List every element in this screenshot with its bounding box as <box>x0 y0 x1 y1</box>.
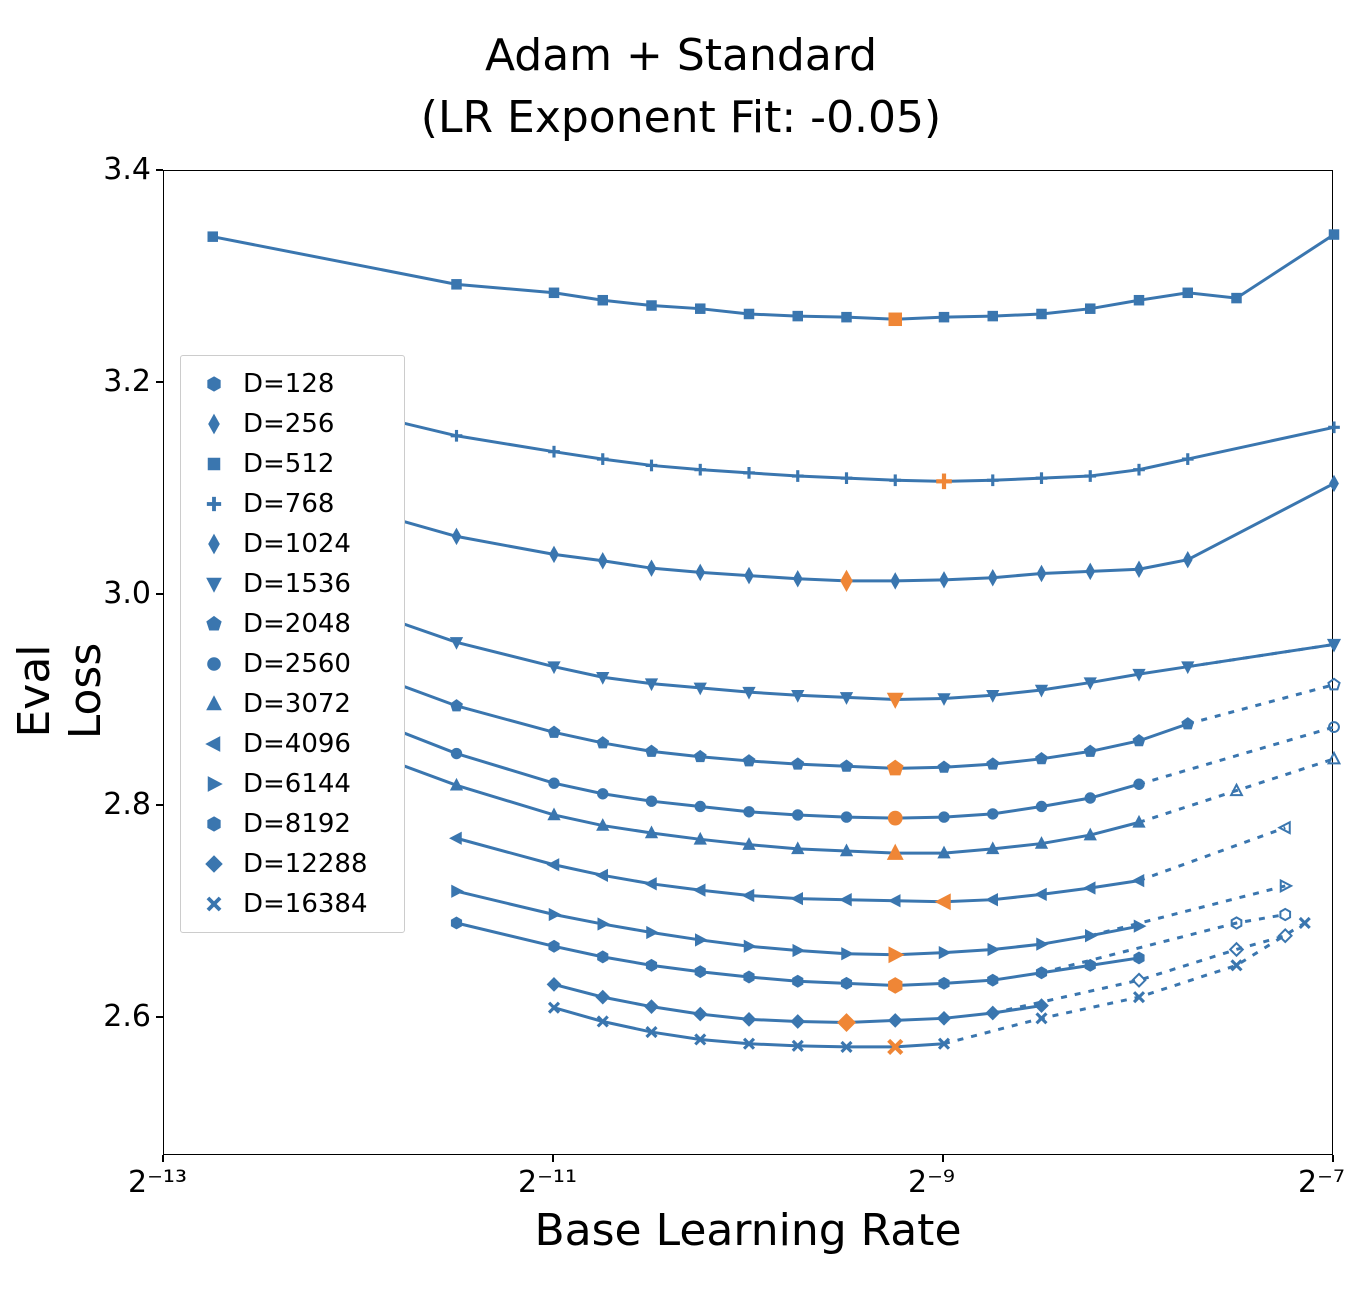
legend: D=128 D=256 D=512 D=768 D=1024 D=1536 D=2048 D=… <box>180 355 405 933</box>
y-tick-label: 2.6 <box>103 999 151 1034</box>
legend-item: D=1024 <box>191 524 390 564</box>
legend-item: D=6144 <box>191 764 390 804</box>
legend-marker-icon <box>191 570 237 598</box>
legend-label: D=8192 <box>237 809 351 839</box>
x-tick-label: 2⁻¹³ <box>128 1165 187 1200</box>
legend-item: D=12288 <box>191 844 390 884</box>
legend-label: D=16384 <box>237 889 368 919</box>
legend-item: D=768 <box>191 484 390 524</box>
legend-item: D=2560 <box>191 644 390 684</box>
y-tick-label: 2.8 <box>103 787 151 822</box>
y-tick <box>156 593 163 595</box>
x-tick <box>1332 1155 1334 1162</box>
legend-marker-icon <box>191 850 237 878</box>
legend-marker-icon <box>191 450 237 478</box>
x-tick-label: 2⁻¹¹ <box>518 1165 577 1200</box>
y-tick <box>156 1016 163 1018</box>
x-tick <box>552 1155 554 1162</box>
legend-marker-icon <box>191 530 237 558</box>
legend-item: D=1536 <box>191 564 390 604</box>
y-tick <box>156 169 163 171</box>
legend-label: D=12288 <box>237 849 368 879</box>
y-tick-label: 3.0 <box>103 576 151 611</box>
legend-marker-icon <box>191 810 237 838</box>
y-tick-label: 3.4 <box>103 152 151 187</box>
legend-label: D=128 <box>237 369 334 399</box>
y-tick <box>156 804 163 806</box>
legend-label: D=6144 <box>237 769 351 799</box>
x-tick-label: 2⁻⁷ <box>1298 1165 1345 1200</box>
y-tick <box>156 381 163 383</box>
y-axis-label: Eval Loss <box>9 591 111 791</box>
legend-item: D=2048 <box>191 604 390 644</box>
legend-marker-icon <box>191 770 237 798</box>
legend-item: D=128 <box>191 364 390 404</box>
x-tick <box>942 1155 944 1162</box>
legend-marker-icon <box>191 370 237 398</box>
legend-marker-icon <box>191 490 237 518</box>
legend-marker-icon <box>191 690 237 718</box>
legend-marker-icon <box>191 650 237 678</box>
legend-label: D=2560 <box>237 649 351 679</box>
legend-item: D=512 <box>191 444 390 484</box>
x-tick-label: 2⁻⁹ <box>908 1165 955 1200</box>
legend-label: D=768 <box>237 489 334 519</box>
y-tick-label: 3.2 <box>103 364 151 399</box>
legend-marker-icon <box>191 610 237 638</box>
chart-title-line2: (LR Exponent Fit: -0.05) <box>0 92 1362 143</box>
legend-marker-icon <box>191 410 237 438</box>
legend-label: D=256 <box>237 409 334 439</box>
figure: Adam + Standard (LR Exponent Fit: -0.05)… <box>0 0 1362 1301</box>
x-tick <box>162 1155 164 1162</box>
legend-marker-icon <box>191 890 237 918</box>
legend-item: D=16384 <box>191 884 390 924</box>
legend-label: D=4096 <box>237 729 351 759</box>
legend-item: D=256 <box>191 404 390 444</box>
legend-label: D=1024 <box>237 529 351 559</box>
legend-item: D=4096 <box>191 724 390 764</box>
legend-label: D=512 <box>237 449 334 479</box>
legend-item: D=8192 <box>191 804 390 844</box>
x-axis-label: Base Learning Rate <box>163 1205 1333 1256</box>
legend-item: D=3072 <box>191 684 390 724</box>
legend-label: D=1536 <box>237 569 351 599</box>
chart-title-line1: Adam + Standard <box>0 30 1362 81</box>
legend-marker-icon <box>191 730 237 758</box>
legend-label: D=3072 <box>237 689 351 719</box>
legend-label: D=2048 <box>237 609 351 639</box>
